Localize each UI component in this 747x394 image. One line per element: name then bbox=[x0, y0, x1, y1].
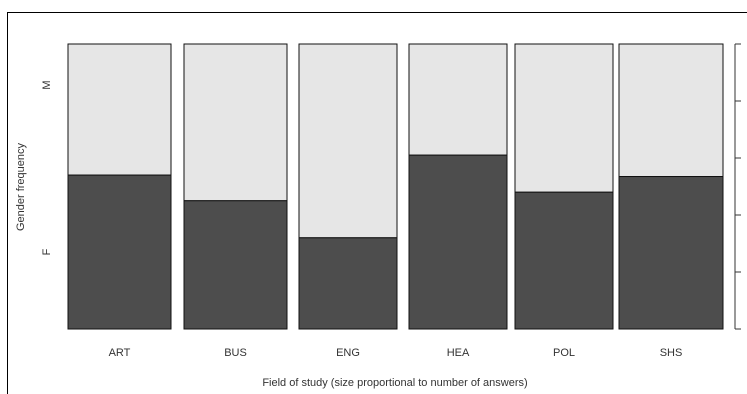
bar-pol-f bbox=[514, 191, 614, 330]
bar-art-f bbox=[67, 174, 172, 330]
bars-layer bbox=[67, 43, 724, 330]
bar-hea-f bbox=[408, 154, 508, 330]
right-y-axis: 0.00.20.40.60.81.0 bbox=[734, 43, 741, 330]
bar-eng-m bbox=[298, 43, 398, 239]
x-axis-title: Field of study (size proportional to num… bbox=[262, 377, 527, 389]
x-tick-label-hea: HEA bbox=[447, 347, 470, 359]
bar-eng-f bbox=[298, 237, 398, 330]
bar-art-m bbox=[67, 43, 172, 176]
x-tick-label-bus: BUS bbox=[224, 347, 247, 359]
x-tick-label-eng: ENG bbox=[336, 347, 360, 359]
bar-bus-m bbox=[183, 43, 288, 202]
left-axis-label-m: M bbox=[41, 80, 53, 89]
left-axis-label-f: F bbox=[41, 248, 53, 255]
left-axis-labels: FM bbox=[41, 80, 53, 255]
bar-pol-m bbox=[514, 43, 614, 193]
x-tick-label-pol: POL bbox=[553, 347, 575, 359]
bar-shs-m bbox=[618, 43, 724, 178]
x-tick-label-art: ART bbox=[109, 347, 131, 359]
y-axis-title: Gender frequency bbox=[15, 142, 27, 231]
x-tick-label-shs: SHS bbox=[660, 347, 683, 359]
bar-bus-f bbox=[183, 200, 288, 330]
x-tick-labels: ART BUS ENG HEA POL SHS bbox=[109, 347, 683, 359]
bar-shs-f bbox=[618, 176, 724, 330]
bar-hea-m bbox=[408, 43, 508, 156]
